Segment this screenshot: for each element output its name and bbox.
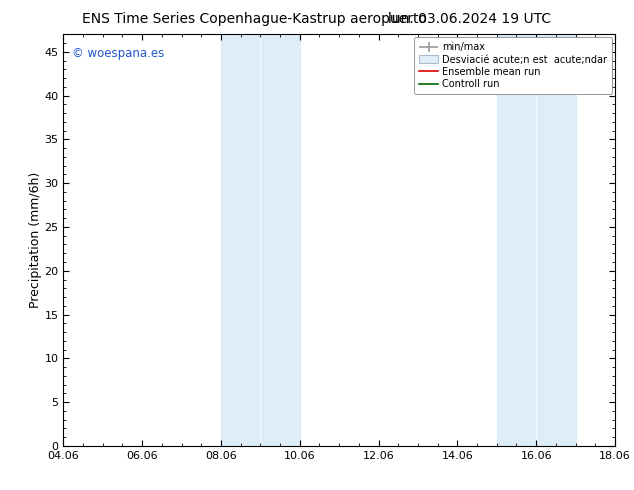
Bar bbox=[221, 34, 300, 446]
Legend: min/max, Desviacié acute;n est  acute;ndar, Ensemble mean run, Controll run: min/max, Desviacié acute;n est acute;nda… bbox=[414, 37, 612, 94]
Y-axis label: Precipitation (mm/6h): Precipitation (mm/6h) bbox=[29, 172, 42, 308]
Bar bbox=[497, 34, 576, 446]
Text: © woespana.es: © woespana.es bbox=[72, 47, 164, 60]
Text: ENS Time Series Copenhague-Kastrup aeropuerto: ENS Time Series Copenhague-Kastrup aerop… bbox=[82, 12, 427, 26]
Text: lun. 03.06.2024 19 UTC: lun. 03.06.2024 19 UTC bbox=[389, 12, 552, 26]
